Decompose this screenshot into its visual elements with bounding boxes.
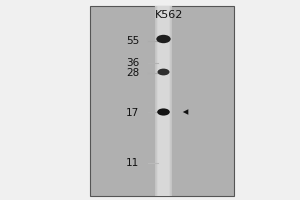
Bar <box>170 6 173 196</box>
Bar <box>171 6 174 196</box>
Bar <box>155 6 172 196</box>
Text: 17: 17 <box>126 108 140 118</box>
Bar <box>153 6 156 196</box>
Bar <box>154 6 157 196</box>
Text: 28: 28 <box>126 68 140 78</box>
Text: 36: 36 <box>126 58 140 68</box>
Ellipse shape <box>157 108 170 116</box>
Bar <box>90 6 234 196</box>
Bar <box>170 6 173 196</box>
Bar <box>169 6 172 196</box>
Text: 55: 55 <box>126 36 140 46</box>
Bar <box>171 6 174 196</box>
Text: 11: 11 <box>126 158 140 168</box>
Bar <box>154 6 157 196</box>
Ellipse shape <box>156 35 171 43</box>
Bar <box>170 6 172 196</box>
Bar <box>154 6 157 196</box>
Text: K562: K562 <box>155 10 184 20</box>
Bar <box>169 6 172 196</box>
Bar <box>154 6 156 196</box>
Bar <box>171 6 173 196</box>
Bar <box>155 6 158 196</box>
Bar <box>153 6 156 196</box>
Bar <box>155 6 158 196</box>
Ellipse shape <box>158 69 169 75</box>
